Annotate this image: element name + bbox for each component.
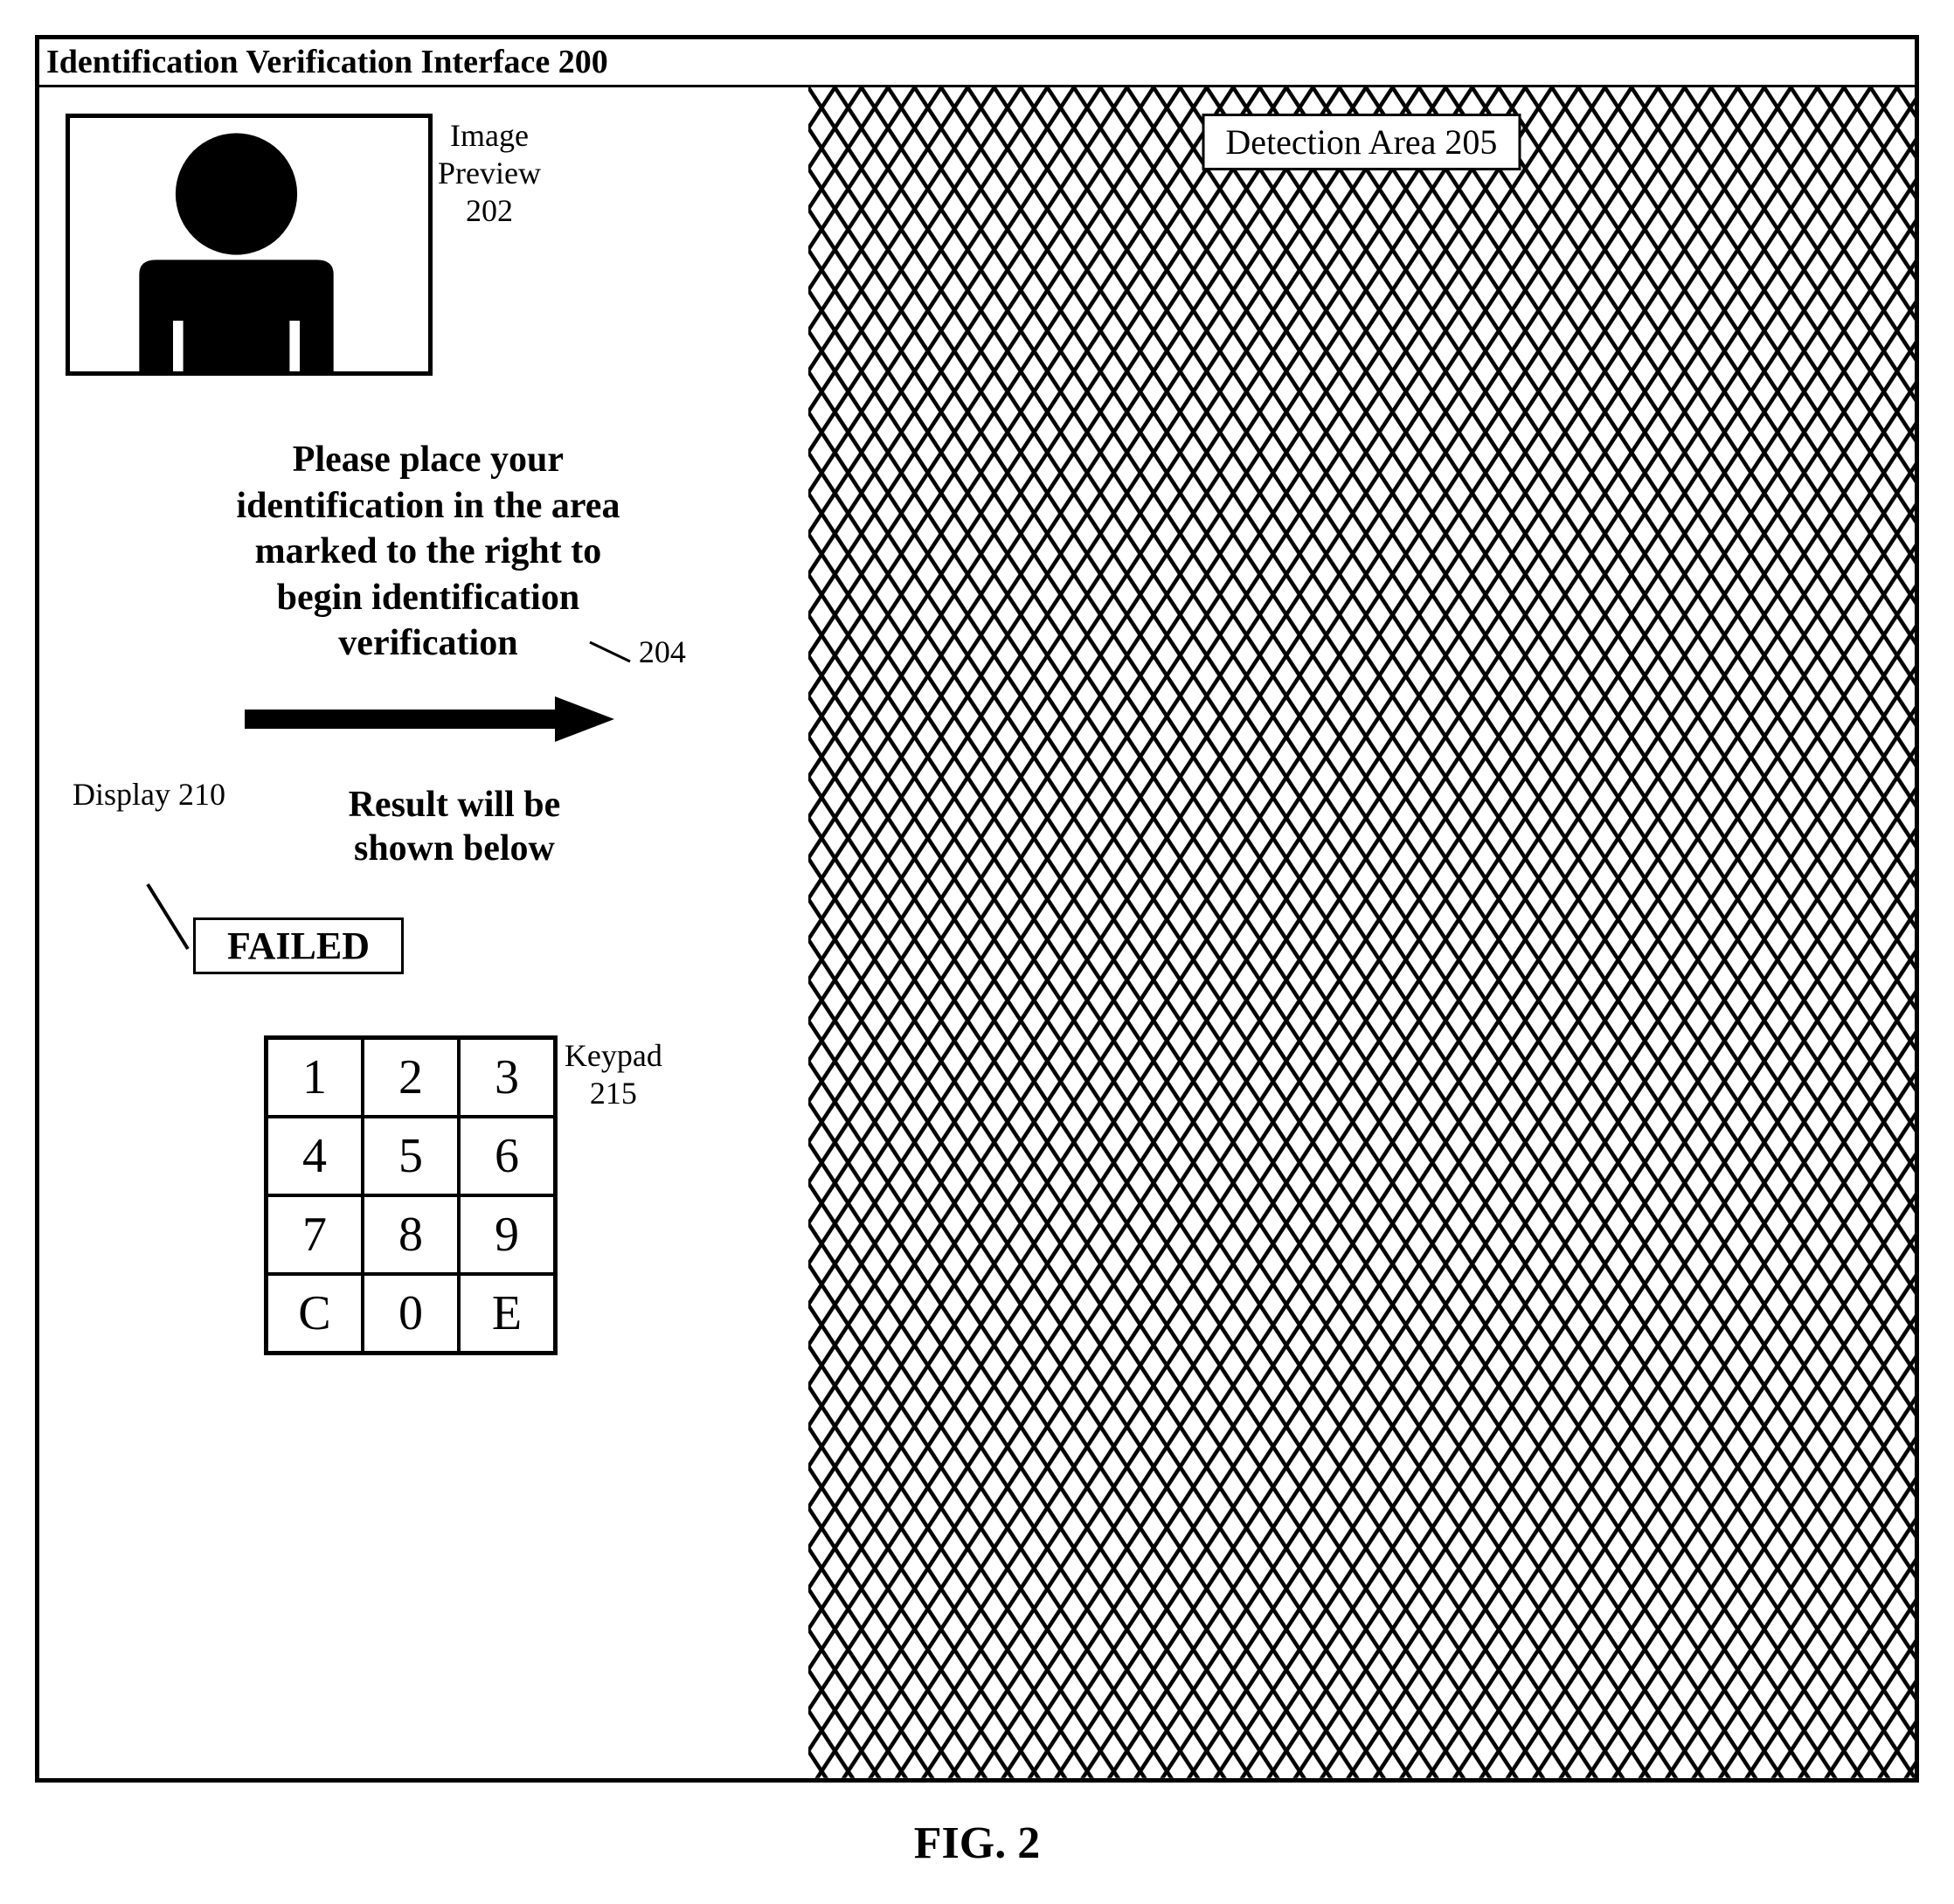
instruction-text: Please place your identification in the … (66, 437, 791, 667)
leader-line-icon (588, 640, 632, 663)
result-display: FAILED (193, 917, 404, 974)
keypad-section: 1 2 3 4 5 6 7 8 9 C 0 E Keypad 215 (66, 1035, 791, 1355)
keypad-key-1[interactable]: 1 (267, 1038, 363, 1117)
keypad-key-3[interactable]: 3 (459, 1038, 555, 1117)
window-title: Identification Verification Interface 20… (46, 44, 608, 80)
preview-ref: 202 (438, 192, 541, 230)
image-preview-row: Image Preview 202 (66, 114, 791, 376)
keypad-key-5[interactable]: 5 (363, 1117, 459, 1195)
keypad-key-9[interactable]: 9 (459, 1195, 555, 1274)
leader-line-210-icon (144, 883, 191, 952)
keypad: 1 2 3 4 5 6 7 8 9 C 0 E (264, 1035, 558, 1355)
keypad-key-clear[interactable]: C (267, 1274, 363, 1353)
keypad-ref: 215 (565, 1075, 662, 1112)
keypad-key-4[interactable]: 4 (267, 1117, 363, 1195)
keypad-key-8[interactable]: 8 (363, 1195, 459, 1274)
keypad-key-0[interactable]: 0 (363, 1274, 459, 1353)
result-value: FAILED (227, 924, 370, 967)
preview-label-line1: Image (438, 117, 541, 155)
arrow-row (66, 693, 791, 745)
keypad-label: Keypad 215 (565, 1035, 662, 1112)
title-bar: Identification Verification Interface 20… (39, 39, 1915, 87)
instruction-line2: identification in the area (118, 483, 738, 530)
result-row: FAILED (66, 883, 791, 974)
detection-area[interactable]: Detection Area 205 (808, 87, 1915, 1778)
keypad-key-6[interactable]: 6 (459, 1117, 555, 1195)
right-arrow-icon (240, 693, 616, 745)
instruction-ref-number: 204 (639, 633, 686, 672)
keypad-label-line1: Keypad (565, 1037, 662, 1075)
preview-label-line2: Preview (438, 155, 541, 192)
image-preview-box (66, 114, 433, 376)
image-preview-label: Image Preview 202 (438, 114, 541, 231)
crosshatch-pattern-icon (808, 87, 1915, 1778)
keypad-key-enter[interactable]: E (459, 1274, 555, 1353)
figure-caption: FIG. 2 (35, 1817, 1919, 1869)
keypad-key-2[interactable]: 2 (363, 1038, 459, 1117)
instruction-line4: begin identification (118, 575, 738, 621)
instruction-line1: Please place your (118, 437, 738, 483)
interface-window: Identification Verification Interface 20… (35, 35, 1919, 1783)
result-line2: shown below (232, 827, 677, 870)
person-silhouette-icon (70, 118, 428, 371)
main-area: Image Preview 202 Please place your iden… (39, 87, 1915, 1778)
instruction-ref-204: 204 (588, 633, 686, 672)
instruction-line3: marked to the right to (118, 529, 738, 575)
detection-label-text: Detection Area 205 (1225, 122, 1497, 162)
result-heading: Result will be shown below (66, 783, 791, 871)
result-line1: Result will be (232, 783, 677, 827)
keypad-key-7[interactable]: 7 (267, 1195, 363, 1274)
left-panel: Image Preview 202 Please place your iden… (39, 87, 808, 1778)
detection-area-label: Detection Area 205 (1202, 114, 1521, 170)
